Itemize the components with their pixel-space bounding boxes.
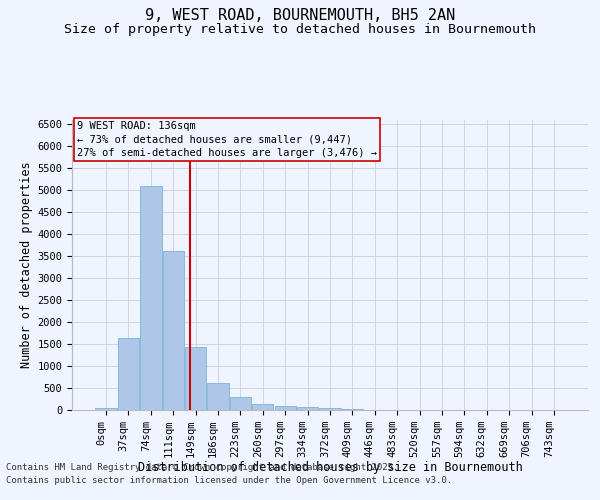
Bar (140, 186, 161, 410)
Bar (319, 408, 341, 410)
Bar (185, 347, 206, 410)
X-axis label: Distribution of detached houses by size in Bournemouth: Distribution of detached houses by size … (137, 462, 523, 474)
Bar (230, 397, 251, 410)
Bar (252, 404, 274, 410)
Bar (118, 338, 139, 410)
Text: 9 WEST ROAD: 136sqm
← 73% of detached houses are smaller (9,447)
27% of semi-det: 9 WEST ROAD: 136sqm ← 73% of detached ho… (77, 122, 377, 158)
Text: Contains HM Land Registry data © Crown copyright and database right 2025.: Contains HM Land Registry data © Crown c… (6, 464, 398, 472)
Bar (208, 383, 229, 410)
Text: Contains public sector information licensed under the Open Government Licence v3: Contains public sector information licen… (6, 476, 452, 485)
Text: 9, WEST ROAD, BOURNEMOUTH, BH5 2AN: 9, WEST ROAD, BOURNEMOUTH, BH5 2AN (145, 8, 455, 22)
Bar (95, 408, 117, 410)
Bar (342, 409, 363, 410)
Y-axis label: Number of detached properties: Number of detached properties (20, 162, 33, 368)
Bar (297, 407, 318, 410)
Text: Size of property relative to detached houses in Bournemouth: Size of property relative to detached ho… (64, 22, 536, 36)
Bar (275, 406, 296, 410)
Bar (163, 251, 184, 410)
